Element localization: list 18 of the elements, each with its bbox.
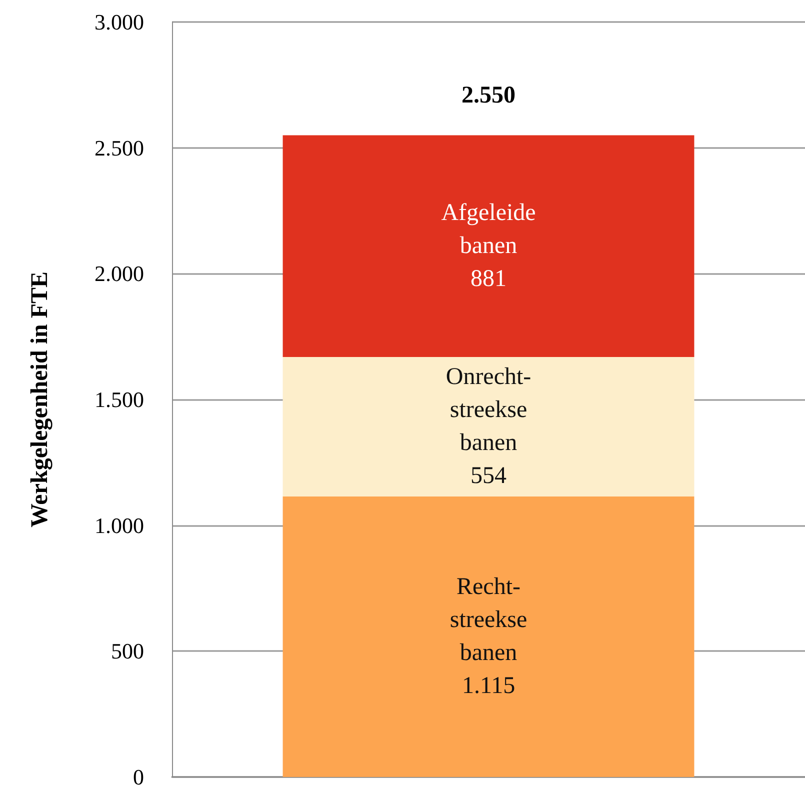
data-label: 554 bbox=[470, 463, 506, 490]
total-label: 2.550 bbox=[462, 82, 516, 108]
data-label: 1.115 bbox=[462, 673, 516, 700]
y-tick-label: 2.500 bbox=[94, 135, 144, 160]
data-label: 881 bbox=[470, 266, 506, 292]
y-tick-label: 1.500 bbox=[94, 387, 144, 412]
series-label: Afgeleide banen bbox=[441, 200, 536, 260]
y-tick-label: 3.000 bbox=[94, 10, 144, 34]
bar bbox=[282, 135, 694, 357]
y-tick-label: 0 bbox=[133, 764, 144, 788]
y-tick-label: 2.000 bbox=[94, 261, 144, 286]
y-tick-label: 500 bbox=[111, 638, 144, 664]
bar bbox=[282, 496, 694, 777]
y-tick-label: 1.000 bbox=[94, 512, 144, 538]
series-label: Recht- streekse banen bbox=[450, 574, 528, 666]
series-label: Onrecht- streekse banen bbox=[446, 364, 532, 456]
y-axis-title: Werkgelegenheid in FTE bbox=[27, 271, 53, 528]
bar bbox=[282, 356, 694, 496]
